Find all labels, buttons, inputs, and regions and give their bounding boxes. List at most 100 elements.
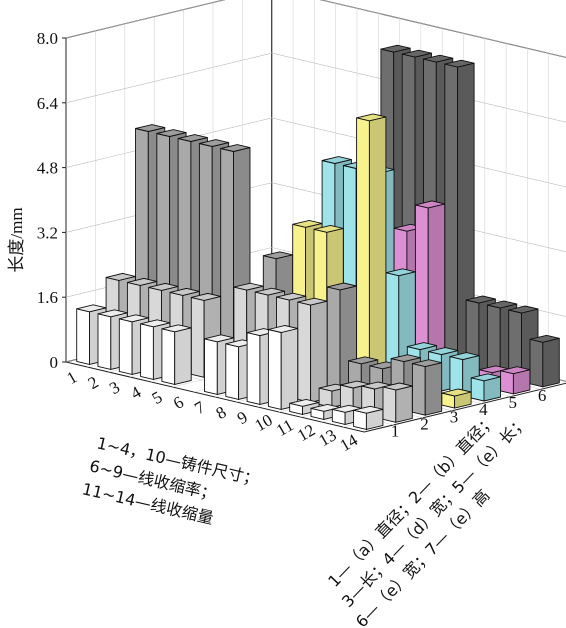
bar-face-top [204, 334, 234, 343]
bar-face-top [276, 292, 306, 301]
y-tick-label: 5 [509, 393, 518, 412]
bar-face-side [542, 337, 560, 388]
bar-face-front [190, 296, 205, 378]
bar-face-top [444, 59, 475, 68]
bar-face-top [487, 300, 517, 309]
bar-face-top [268, 325, 298, 333]
z-tick-label: 1.6 [37, 288, 58, 307]
bar-face-top [191, 292, 221, 301]
bar-face-top [441, 388, 472, 397]
bar-face-front [382, 386, 397, 423]
bar-face-top [127, 277, 157, 286]
x-tick-label: 14 [337, 430, 362, 455]
z-tick-label: 8.0 [37, 29, 58, 48]
bar-face-top [382, 382, 413, 391]
bar-face-top [412, 359, 442, 368]
bar-face-front [204, 338, 218, 395]
bar-face-front [444, 63, 459, 368]
bar-face-top [148, 282, 179, 291]
bar-face-front [529, 338, 544, 388]
bar-face-front [97, 313, 112, 370]
bar-face-front [326, 286, 341, 396]
bar-x14-y4 [441, 388, 472, 409]
bar-x5-y1 [161, 324, 192, 385]
bar-face-top [199, 139, 229, 147]
bar-face-front [267, 328, 282, 410]
bar-x10-y4 [356, 113, 387, 389]
bar-face-top [297, 297, 328, 306]
bar-face-top [321, 156, 352, 164]
bar-x14-y5 [470, 373, 501, 402]
x-tick-label: 4 [127, 382, 144, 403]
bar-face-top [292, 219, 323, 228]
bar-face-top [105, 272, 136, 281]
bar-face-top [390, 354, 421, 363]
bar-face-top [402, 49, 432, 58]
x-tick-label: 11 [273, 415, 297, 440]
bar-face-top [119, 314, 149, 323]
x-tick-label: 9 [234, 407, 251, 428]
bar-face-front [470, 377, 485, 402]
bar-face-front [140, 323, 154, 380]
bar-face-top [263, 251, 293, 260]
bar-x14-y1 [353, 405, 384, 430]
bar-face-front [161, 328, 176, 385]
z-tick-label: 4.8 [37, 159, 58, 178]
grid-line-z [65, 0, 566, 58]
bar-face-top [465, 295, 496, 304]
x-tick-label: 6 [170, 392, 187, 413]
bar-face-front [297, 301, 312, 403]
z-tick-label: 6.4 [37, 94, 59, 113]
bar-face-top [135, 124, 165, 132]
bar-face-front [246, 332, 261, 405]
bar-x10-y7 [444, 59, 475, 368]
bar-face-top [233, 282, 264, 291]
bar-face-top [220, 144, 251, 152]
bar-face-front [118, 318, 133, 375]
bar-x10-y2 [297, 297, 328, 403]
bar-x14-y7 [529, 334, 560, 388]
bar-face-side [174, 327, 192, 385]
bar-face-top [177, 134, 208, 142]
bar-face-top [356, 113, 387, 122]
bar-face-top [529, 334, 560, 343]
y-annotation-line-2: 3—长；4—（d）宽；5—（e）长； [338, 412, 531, 611]
x-tick-label: 3 [106, 377, 123, 398]
bar-face-top [255, 287, 285, 296]
bar-x10-y1 [267, 325, 299, 410]
x-tick-label: 7 [191, 397, 208, 418]
bar-face-top [500, 366, 531, 375]
bar-face-top [289, 398, 320, 407]
x-annotation: 1~4，10—铸件尺寸； 6~9—线收缩率； 11~14—线收缩量 [80, 433, 261, 528]
bar-face-top [348, 356, 378, 365]
bar-face-front [225, 343, 240, 400]
z-tick-label: 0 [50, 353, 59, 372]
bar-face-top [415, 200, 445, 209]
bar-face-top [428, 347, 459, 356]
x-tick-label: 1 [63, 367, 80, 388]
bar-face-front [500, 370, 514, 395]
bar-face-top [508, 305, 539, 314]
bar-face-side [280, 327, 299, 410]
z-tick-label: 3.2 [37, 223, 58, 242]
y-tick-label: 4 [479, 400, 488, 419]
x-tick-label: 5 [149, 387, 166, 408]
bar-face-top [423, 54, 453, 63]
x-tick-label: 13 [315, 425, 339, 450]
bar-face-top [97, 309, 128, 318]
y-tick-label: 3 [450, 407, 459, 426]
bar-x14-y2 [382, 382, 413, 423]
y-annotation: 1—（a）直径；2—（b）直径； 3—长；4—（d）宽；5—（e）长； 6—（e… [324, 410, 531, 628]
x-tick-label: 10 [251, 410, 275, 435]
bar-face-top [385, 268, 416, 277]
y-annotation-line-3: 6—（e）宽；7—（e）高 [352, 486, 494, 628]
bar-x14-y3 [411, 359, 443, 416]
bar-face-top [161, 324, 192, 333]
bar-face-top [140, 319, 171, 328]
bar-face-top [380, 44, 411, 53]
bar-x14-y6 [500, 366, 531, 395]
x-tick-label: 2 [85, 372, 102, 393]
bar-face-front [76, 308, 90, 365]
